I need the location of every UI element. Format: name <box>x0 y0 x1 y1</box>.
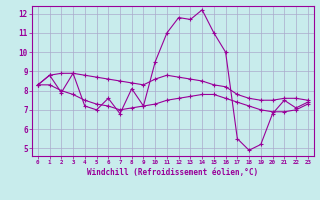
X-axis label: Windchill (Refroidissement éolien,°C): Windchill (Refroidissement éolien,°C) <box>87 168 258 177</box>
